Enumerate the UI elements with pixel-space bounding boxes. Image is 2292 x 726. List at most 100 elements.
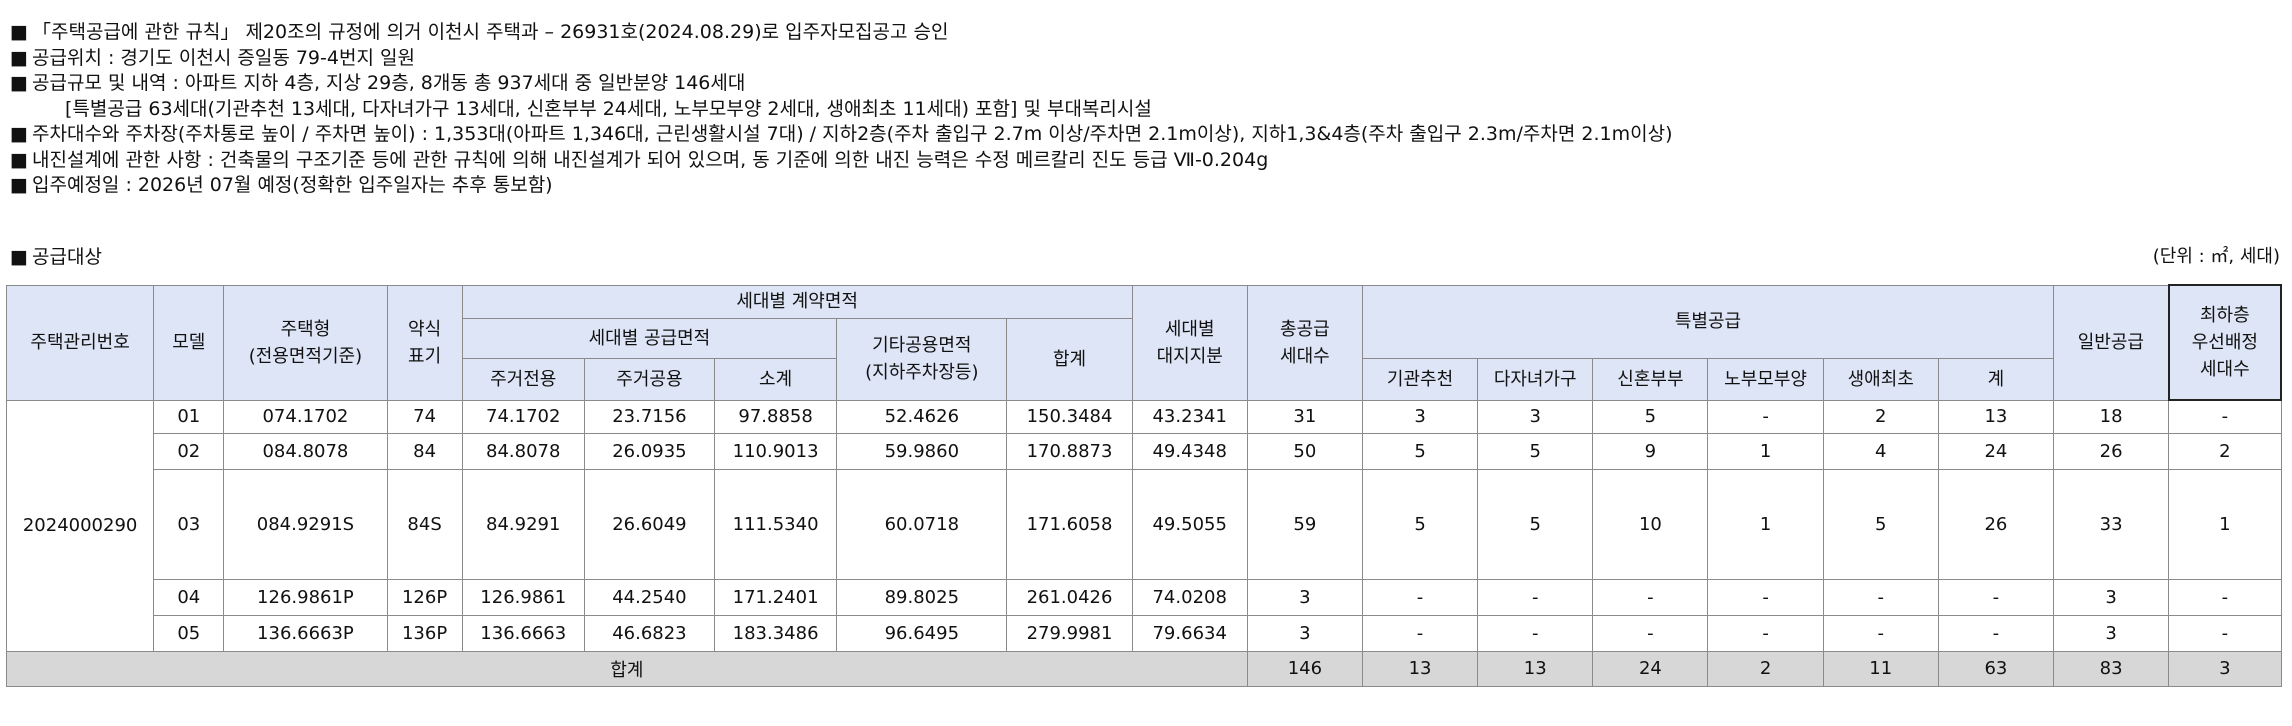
subtotal-cell: 171.2401: [714, 578, 838, 616]
exclusive-cell: 84.9291: [461, 468, 585, 580]
notice-special-supply: [특별공급 63세대(기관추천 13세대, 다자녀가구 13세대, 신혼부부 2…: [65, 97, 1152, 120]
subtotal-cell: 97.8858: [714, 399, 838, 434]
elderly-parent-cell: 1: [1707, 432, 1824, 470]
first-time-cell: 4: [1822, 432, 1939, 470]
multi-child-cell: 5: [1477, 468, 1594, 580]
bullet-icon: ■: [10, 21, 28, 43]
total-units-cell: 3: [1246, 614, 1363, 652]
header-special-supply: 특별공급: [1361, 284, 2055, 359]
table-row: 05 136.6663P 136P 136.6663 46.6823 183.3…: [7, 614, 2282, 652]
total-units-sum: 146: [1246, 650, 1363, 687]
newlywed-cell: 5: [1592, 399, 1709, 434]
header-elderly-parent: 노부모부양: [1707, 357, 1824, 401]
area-sum-cell: 279.9981: [1006, 614, 1133, 652]
elderly-parent-cell: -: [1707, 614, 1824, 652]
abbr-cell: 136P: [386, 614, 463, 652]
header-area-sum: 합계: [1006, 317, 1133, 401]
header-model: 모델: [153, 284, 225, 401]
total-units-cell: 3: [1246, 578, 1363, 616]
lowest-floor-sum: 3: [2168, 650, 2282, 687]
bullet-icon: ■: [10, 174, 28, 196]
newlywed-cell: -: [1592, 578, 1709, 616]
section-title: ■ 공급대상: [10, 246, 102, 268]
header-mgmt-no: 주택관리번호: [5, 284, 155, 401]
newlywed-cell: 10: [1592, 468, 1709, 580]
header-supply-area: 세대별 공급면적: [461, 317, 838, 359]
header-other-common: 기타공용면적 (지하주차장등): [836, 317, 1008, 401]
notice-approval: ■ 「주택공급에 관한 규칙」 제20조의 규정에 의거 이천시 주택과 – 26…: [10, 20, 2280, 46]
multi-child-sum: 13: [1477, 650, 1594, 687]
lowest-floor-cell: -: [2168, 578, 2282, 616]
model-cell: 05: [153, 614, 225, 652]
area-sum-cell: 261.0426: [1006, 578, 1133, 616]
lowest-floor-cell: 2: [2168, 432, 2282, 470]
type-cell: 074.1702: [223, 399, 388, 434]
notice-scale: ■ 공급규모 및 내역 : 아파트 지하 4층, 지상 29층, 8개동 총 93…: [10, 71, 2280, 97]
institution-sum: 13: [1361, 650, 1479, 687]
general-supply-cell: 18: [2053, 399, 2170, 434]
notice-move-in: ■ 입주예정일 : 2026년 07월 예정(정확한 입주일자는 추후 통보함): [10, 173, 2280, 199]
area-sum-cell: 170.8873: [1006, 432, 1133, 470]
first-time-cell: 5: [1822, 468, 1939, 580]
elderly-parent-cell: -: [1707, 399, 1824, 434]
model-cell: 02: [153, 432, 225, 470]
notice-location: ■ 공급위치 : 경기도 이천시 증일동 79-4번지 일원: [10, 46, 2280, 72]
common-cell: 46.6823: [583, 614, 716, 652]
common-cell: 44.2540: [583, 578, 716, 616]
type-cell: 136.6663P: [223, 614, 388, 652]
model-cell: 01: [153, 399, 225, 434]
other-common-cell: 89.8025: [836, 578, 1008, 616]
first-time-cell: 2: [1822, 399, 1939, 434]
general-supply-sum: 83: [2053, 650, 2170, 687]
common-cell: 26.6049: [583, 468, 716, 580]
common-cell: 26.0935: [583, 432, 716, 470]
other-common-cell: 60.0718: [836, 468, 1008, 580]
common-cell: 23.7156: [583, 399, 716, 434]
bullet-icon: ■: [10, 246, 28, 268]
lowest-floor-cell: -: [2168, 399, 2282, 434]
other-common-cell: 59.9860: [836, 432, 1008, 470]
header-exclusive: 주거전용: [461, 357, 585, 401]
newlywed-cell: 9: [1592, 432, 1709, 470]
header-total-units: 총공급 세대수: [1246, 284, 1363, 401]
header-first-time: 생애최초: [1822, 357, 1939, 401]
special-total-cell: -: [1937, 578, 2055, 616]
multi-child-cell: 3: [1477, 399, 1594, 434]
model-cell: 04: [153, 578, 225, 616]
general-supply-cell: 26: [2053, 432, 2170, 470]
table-row: 2024000290 01 074.1702 74 74.1702 23.715…: [5, 399, 2282, 652]
model-cell: 03: [153, 468, 225, 580]
first-time-cell: -: [1822, 614, 1939, 652]
land-share-cell: 74.0208: [1131, 578, 1248, 616]
bullet-icon: ■: [10, 72, 28, 94]
special-total-cell: -: [1937, 614, 2055, 652]
general-supply-cell: 3: [2053, 614, 2170, 652]
multi-child-cell: 5: [1477, 432, 1594, 470]
exclusive-cell: 74.1702: [461, 399, 585, 434]
table-row: 02 084.8078 84 84.8078 26.0935 110.9013 …: [7, 432, 2282, 470]
other-common-cell: 52.4626: [836, 399, 1008, 434]
elderly-parent-cell: 1: [1707, 468, 1824, 580]
header-general-supply: 일반공급: [2053, 284, 2170, 401]
header-subtotal: 소계: [714, 357, 838, 401]
institution-cell: -: [1361, 578, 1479, 616]
other-common-cell: 96.6495: [836, 614, 1008, 652]
mgmt-number-cell: 2024000290: [5, 399, 155, 652]
exclusive-cell: 126.9861: [461, 578, 585, 616]
table-row: 03 084.9291S 84S 84.9291 26.6049 111.534…: [7, 468, 2282, 580]
header-contract-area: 세대별 계약면적: [461, 284, 1133, 319]
total-units-cell: 50: [1246, 432, 1363, 470]
header-abbr: 약식 표기: [386, 284, 463, 401]
elderly-parent-sum: 2: [1707, 650, 1824, 687]
subtotal-cell: 110.9013: [714, 432, 838, 470]
elderly-parent-cell: -: [1707, 578, 1824, 616]
land-share-cell: 79.6634: [1131, 614, 1248, 652]
header-newlywed: 신혼부부: [1592, 357, 1709, 401]
subtotal-cell: 111.5340: [714, 468, 838, 580]
subtotal-cell: 183.3486: [714, 614, 838, 652]
special-total-cell: 13: [1937, 399, 2055, 434]
notice-list: ■ 「주택공급에 관한 규칙」 제20조의 규정에 의거 이천시 주택과 – 26…: [10, 20, 2280, 199]
header-multi-child: 다자녀가구: [1477, 357, 1594, 401]
special-total-cell: 26: [1937, 468, 2055, 580]
newlywed-sum: 24: [1592, 650, 1709, 687]
